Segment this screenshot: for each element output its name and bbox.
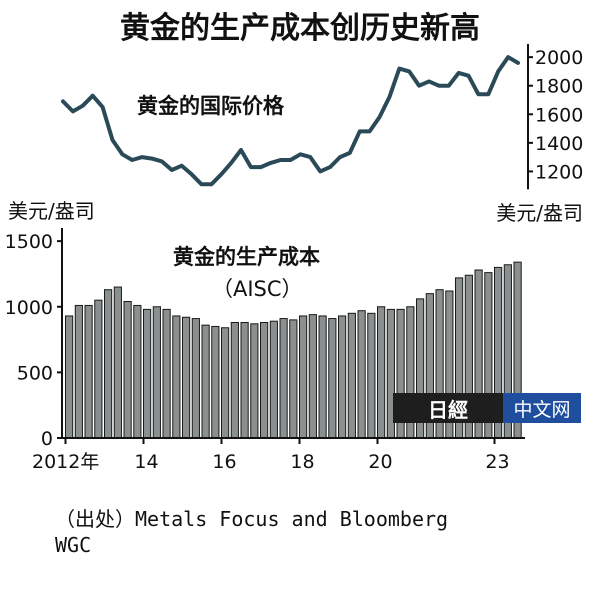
cost-bar	[65, 315, 74, 439]
price-y-tick-label: 1200	[535, 161, 583, 183]
price-y-tick-label: 1800	[535, 76, 583, 98]
cost-bar	[182, 316, 191, 439]
cost-bar	[94, 299, 103, 439]
cost-bar	[367, 312, 376, 439]
cost-bar	[328, 318, 337, 439]
cost-bar	[338, 315, 347, 439]
price-y-unit: 美元/盎司	[496, 201, 583, 225]
cost-bar	[318, 315, 327, 439]
cost-chart-title: 黄金的生产成本	[173, 245, 320, 269]
cost-bar	[123, 301, 132, 439]
cost-x-ticks: 2012年 14 16 18 20 23	[32, 438, 510, 473]
cost-bar	[162, 308, 171, 439]
cost-bar	[357, 310, 366, 439]
cost-y-ticks: 0 500 1000 1500	[5, 231, 62, 450]
cost-y-tick-label: 0	[41, 428, 53, 450]
price-y-tick-label: 1400	[535, 133, 583, 155]
cost-bar	[289, 319, 298, 439]
price-y-tick-label: 1600	[535, 104, 583, 126]
cost-bar	[221, 327, 230, 439]
cost-y-unit: 美元/盎司	[8, 199, 95, 223]
cost-bar	[347, 312, 356, 439]
price-y-ticks: 1200 1400 1600 1800 2000	[528, 47, 583, 183]
chart-main-title: 黄金的生产成本创历史新高	[120, 11, 480, 46]
source-note: （出处）Metals Focus and Bloomberg WGC	[55, 506, 448, 558]
cost-bar	[104, 289, 113, 439]
cost-x-tick-label: 16	[212, 451, 236, 473]
cost-bar	[269, 320, 278, 439]
cost-bar	[74, 304, 83, 439]
cost-bar	[240, 322, 249, 439]
price-series-line	[61, 55, 520, 187]
price-y-tick-label: 2000	[535, 47, 583, 69]
cost-bar	[279, 318, 288, 439]
cost-bar	[308, 314, 317, 439]
cost-x-tick-label: 14	[134, 451, 158, 473]
cost-bar	[230, 322, 239, 439]
cost-bar	[152, 306, 161, 439]
cost-bar	[84, 304, 93, 439]
cost-y-tick-label: 500	[17, 362, 53, 384]
source-line-2: WGC	[55, 533, 92, 557]
cost-bar	[250, 323, 259, 439]
cost-bar-chart: 美元/盎司 黄金的生产成本 （AISC） 0 500 1000 1500 2012年 1…	[5, 199, 525, 473]
nikkei-logo: 日經	[393, 393, 503, 423]
watermark-text: 中文网	[503, 393, 581, 423]
price-chart-title: 黄金的国际价格	[137, 94, 285, 118]
cost-x-tick-label: 20	[368, 451, 392, 473]
price-line-chart: 黄金的国际价格 1200 1400 1600 1800 2000 美元/盎司	[61, 44, 583, 225]
nikkei-watermark: 日經 中文网	[393, 392, 583, 424]
source-line-1: （出处）Metals Focus and Bloomberg	[55, 507, 449, 531]
cost-x-tick-label: 2012年	[32, 451, 99, 473]
cost-bar	[260, 322, 269, 439]
cost-bar	[133, 304, 142, 439]
cost-bar	[191, 318, 200, 439]
cost-y-tick-label: 1000	[5, 297, 53, 319]
cost-y-tick-label: 1500	[5, 231, 53, 253]
cost-bar	[172, 315, 181, 439]
cost-bar	[201, 324, 210, 439]
cost-bar	[377, 306, 386, 439]
cost-x-tick-label: 23	[485, 451, 509, 473]
cost-bar	[299, 315, 308, 439]
cost-x-tick-label: 18	[290, 451, 314, 473]
cost-bar	[211, 325, 220, 439]
cost-bar	[143, 308, 152, 439]
cost-chart-subtitle: （AISC）	[212, 277, 303, 301]
cost-bar	[113, 286, 122, 439]
